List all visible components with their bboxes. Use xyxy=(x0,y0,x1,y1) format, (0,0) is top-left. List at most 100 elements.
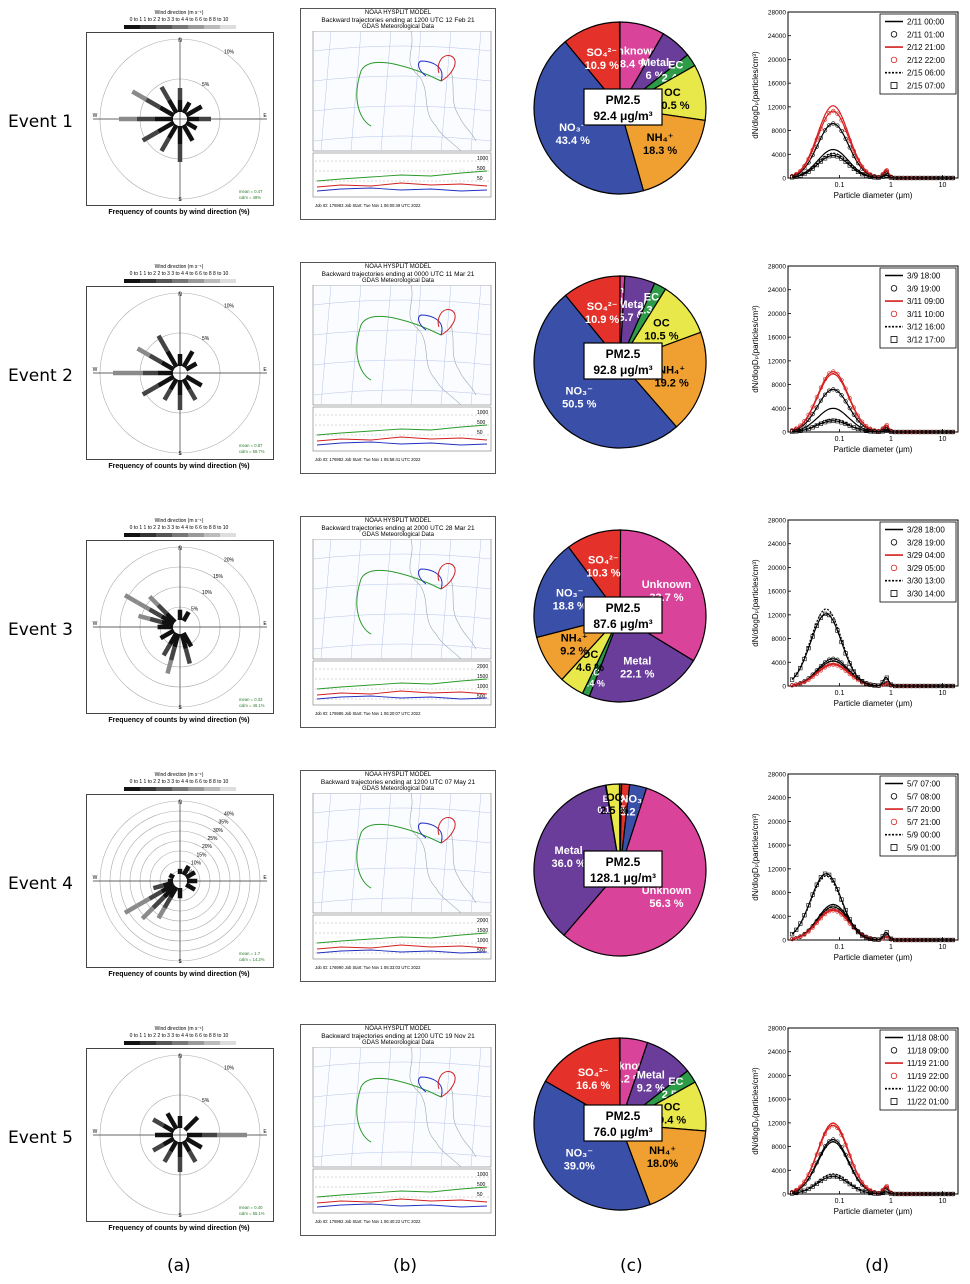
wind-rose-header: Wind direction (m s⁻¹) xyxy=(154,264,204,270)
trajectory-title: NOAA HYSPLIT MODEL xyxy=(364,518,432,524)
wind-petal xyxy=(148,595,177,624)
ring-label: 15% xyxy=(213,574,224,580)
compass-label: E xyxy=(263,621,267,627)
height-trace xyxy=(316,1203,488,1208)
map-grid-line xyxy=(410,285,422,406)
wind-rose-frame: N S W E 40% 35% 30% 25% 20% 15% 10% 5% mean = 1.7 cal… xyxy=(86,794,274,968)
map-grid-line xyxy=(470,285,482,406)
height-label: 2000 xyxy=(477,664,488,670)
trajectory-subtitle: Backward trajectories ending at 1200 UTC… xyxy=(321,1033,475,1040)
y-tick-label: 8000 xyxy=(772,1144,787,1151)
coastline xyxy=(409,31,462,152)
trajectory-map xyxy=(312,285,492,406)
psd-legend-item: 5/9 01:00 xyxy=(890,844,941,853)
height-trace xyxy=(316,424,488,436)
psd-legend-label: 11/18 09:00 xyxy=(907,1046,949,1055)
pie-slice-name: Metal xyxy=(641,57,669,69)
wind-rose-panel: Wind direction (m s⁻¹) 0 to 1 1 to 2 2 to… xyxy=(86,10,274,225)
map-grid-line xyxy=(312,583,492,590)
trajectory-line xyxy=(418,822,443,844)
wind-rose-frame: N S W E 10% 5% mean = 0.87 calm = 58.7% xyxy=(86,286,274,460)
pie-slice-value: 10.5 % xyxy=(644,330,678,342)
height-label: 1500 xyxy=(477,674,488,680)
wind-speed-bins: 0 to 1 1 to 2 2 to 3 3 to 4 4 to 6 6 to … xyxy=(129,17,229,23)
trajectory-title: NOAA HYSPLIT MODEL xyxy=(364,10,432,16)
height-trace xyxy=(316,436,488,442)
wind-petal xyxy=(184,104,203,118)
psd-legend-item: 11/18 08:00 xyxy=(885,1034,949,1043)
map-grid-line xyxy=(470,793,482,914)
speed-bin-swatch xyxy=(204,533,220,537)
psd-xlabel: Particle diameter (μm) xyxy=(834,1207,913,1216)
psd-xlabel: Particle diameter (μm) xyxy=(834,445,913,454)
map-grid-line xyxy=(320,285,332,406)
height-label: 50 xyxy=(477,430,483,436)
trajectory-line xyxy=(418,1076,443,1098)
y-tick-label: 16000 xyxy=(768,589,786,596)
wind-petal xyxy=(181,350,195,369)
map-grid-line xyxy=(320,793,332,914)
ring-label: 5% xyxy=(191,607,199,613)
wind-stat: mean = 0.87 xyxy=(239,443,263,448)
trajectory-map xyxy=(312,539,492,660)
psd-legend-item: 5/7 21:00 xyxy=(890,818,941,827)
compass-label: E xyxy=(263,367,267,373)
trajectory-meta: Job ID: 176983 Job Start: Tue Nov 1 06:0… xyxy=(315,203,421,208)
trajectory-line xyxy=(418,314,443,336)
event-label: Event 4 xyxy=(8,874,73,894)
psd-legend-item: 11/22 01:00 xyxy=(890,1098,949,1107)
psd-legend-item: 2/11 00:00 xyxy=(885,18,945,27)
speed-bin-swatch xyxy=(156,1041,172,1045)
height-trace xyxy=(316,441,488,446)
y-tick-label: 20000 xyxy=(768,565,786,572)
pie-slice-name: NO₃⁻ xyxy=(566,1148,594,1160)
trajectory-panel: NOAA HYSPLIT MODEL Backward trajectories … xyxy=(300,1024,496,1236)
wind-petal xyxy=(123,882,176,915)
pie-slice-name: OC xyxy=(606,792,623,804)
ring-label: 20% xyxy=(202,844,213,850)
psd-legend-item: 2/15 07:00 xyxy=(890,82,945,91)
map-grid-line xyxy=(320,539,332,660)
ring-label: 15% xyxy=(197,852,208,858)
x-tick-label: 1 xyxy=(889,1198,893,1205)
wind-stat: mean = 0.40 xyxy=(239,1205,263,1210)
wind-rose-caption: Frequency of counts by wind direction (%… xyxy=(108,463,250,470)
height-label: 500 xyxy=(477,948,486,954)
psd-legend-label: 3/12 17:00 xyxy=(907,336,945,345)
psd-legend-label: 5/7 20:00 xyxy=(907,805,941,814)
x-tick-label: 10 xyxy=(939,182,947,189)
psd-legend-label: 2/12 21:00 xyxy=(907,43,945,52)
psd-legend-item: 11/19 21:00 xyxy=(885,1059,949,1068)
x-tick-label: 0.1 xyxy=(835,182,845,189)
speed-bin-swatch xyxy=(204,279,220,283)
wind-petal xyxy=(181,631,194,648)
wind-speed-bins: 0 to 1 1 to 2 2 to 3 3 to 4 4 to 6 6 to … xyxy=(129,1033,229,1039)
psd-legend-item: 3/28 19:00 xyxy=(890,538,945,547)
wind-rose-header: Wind direction (m s⁻¹) xyxy=(154,10,204,16)
panel-label-b: (b) xyxy=(393,1256,418,1276)
trajectory-map xyxy=(312,793,492,914)
wind-petal xyxy=(165,633,181,675)
psd-legend-item: 2/11 01:00 xyxy=(890,30,945,39)
psd-legend: 11/18 08:00 11/18 09:00 11/19 21:00 11/19 2… xyxy=(879,1029,957,1111)
pm25-value: 76.0 μg/m³ xyxy=(593,1125,652,1139)
height-trace xyxy=(316,187,488,192)
compass-label: N xyxy=(178,292,182,298)
y-tick-label: 28000 xyxy=(768,264,786,271)
psd-legend-item: 3/11 10:00 xyxy=(890,310,945,319)
psd-legend-label: 11/18 08:00 xyxy=(907,1034,949,1043)
height-trace xyxy=(316,1198,488,1204)
map-grid-line xyxy=(312,359,492,366)
panel-label-c: (c) xyxy=(620,1256,643,1276)
trajectory-source: GDAS Meteorological Data xyxy=(361,278,435,284)
wind-petal xyxy=(141,374,176,397)
speed-bin-swatch xyxy=(156,25,172,29)
psd-legend-label: 3/30 14:00 xyxy=(907,590,945,599)
wind-rose-panel: Wind direction (m s⁻¹) 0 to 1 1 to 2 2 to… xyxy=(86,772,274,987)
wind-petal xyxy=(152,1117,176,1134)
speed-bin-swatch xyxy=(156,787,172,791)
trajectory-line xyxy=(418,568,443,590)
pm25-value: 92.4 μg/m³ xyxy=(593,109,652,123)
speed-bin-swatch xyxy=(188,787,204,791)
